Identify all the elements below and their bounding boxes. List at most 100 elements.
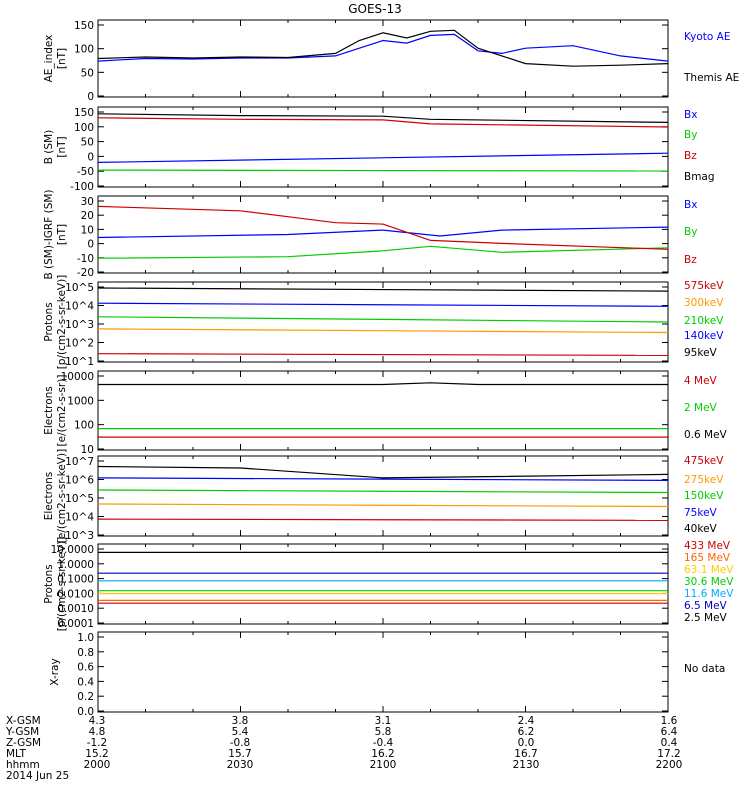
legend-entry: 2.5 MeV	[684, 612, 728, 624]
series-line-Themis-AE	[97, 29, 669, 67]
y-tick-label: 10^3	[65, 530, 94, 542]
series-line-Bx	[97, 152, 669, 163]
y-tick-label: 0.4	[77, 676, 94, 688]
series-line-By	[97, 245, 669, 259]
series-line-Bz	[97, 205, 669, 250]
y-tick-label: 10	[81, 444, 94, 456]
series-line-40keV	[97, 465, 669, 479]
legend-entry: Themis AE	[683, 72, 739, 84]
series-line-75keV	[97, 477, 669, 481]
y-axis-label: Protons	[43, 302, 55, 341]
legend-entry: 275keV	[684, 474, 724, 486]
series-line-0.6-MeV	[98, 382, 668, 386]
legend-entry: 95keV	[684, 347, 718, 359]
footer-value: 2.4	[518, 715, 535, 727]
y-tick-label: 10^4	[65, 512, 94, 524]
legend-entry: By	[684, 226, 697, 238]
legend-entry: 150keV	[684, 490, 724, 502]
footer-value: 6.2	[518, 726, 535, 738]
panel-4: 10^5 10^4 10^3 10^2 10^1 Protons [p/(cm2-s-sr-…	[43, 275, 724, 370]
y-tick-label: 100	[74, 420, 94, 432]
panel-frame	[97, 543, 669, 625]
y-axis-label: [nT]	[56, 224, 68, 245]
y-tick-label: 0.0001	[57, 618, 94, 630]
y-tick-label: 0.1000	[57, 574, 94, 586]
footer-value: 17.2	[657, 748, 680, 760]
legend-entry: 0.6 MeV	[684, 429, 728, 441]
y-tick-label: 0.0	[77, 706, 94, 718]
series-line-210keV	[97, 316, 669, 323]
y-axis-label: X-ray	[49, 658, 61, 685]
legend-entry: 575keV	[684, 280, 724, 292]
legend-entry: 165 MeV	[684, 552, 731, 564]
y-tick-label: 100	[74, 44, 94, 56]
footer-value: 16.2	[371, 748, 394, 760]
legend-entry: Bz	[684, 254, 697, 266]
footer-value: 2000	[84, 759, 111, 771]
y-tick-label: 0.2	[77, 691, 94, 703]
footer-value: 6.4	[661, 726, 678, 738]
legend-entry: 6.5 MeV	[684, 600, 728, 612]
footer-value: 3.1	[375, 715, 392, 727]
y-tick-label: -20	[77, 267, 94, 279]
y-tick-label: -100	[70, 181, 94, 193]
series-line-140keV	[97, 302, 669, 307]
footer-row-label: Z-GSM	[6, 737, 41, 749]
legend-entry: Bz	[684, 150, 697, 162]
y-axis-label: Protons	[43, 564, 55, 603]
y-tick-label: -50	[77, 166, 94, 178]
y-tick-label: 0.6	[77, 662, 94, 674]
footer-value: -1.2	[87, 737, 108, 749]
legend-entry: Kyoto AE	[684, 31, 730, 43]
y-axis-label: [nT]	[56, 136, 68, 157]
footer-row-label: X-GSM	[6, 715, 41, 727]
footer-value: 4.8	[89, 726, 106, 738]
footer-value: 16.7	[514, 748, 537, 760]
series-line-By	[97, 169, 669, 172]
footer-value: -0.8	[230, 737, 251, 749]
y-tick-label: 10^7	[65, 456, 94, 468]
y-tick-label: 100	[74, 122, 94, 134]
legend-entry: 40keV	[684, 523, 718, 535]
footer-value: 15.7	[228, 748, 251, 760]
footer-row-label: 2014 Jun 25	[6, 770, 69, 782]
y-tick-label: 0	[87, 239, 94, 251]
footer-value: 5.4	[232, 726, 249, 738]
y-tick-label: 10^6	[65, 475, 94, 487]
legend-entry: 75keV	[684, 507, 718, 519]
footer-value: 0.4	[661, 737, 678, 749]
footer-value: 15.2	[85, 748, 108, 760]
series-line-95keV	[97, 287, 669, 292]
legend-entry: 433 MeV	[684, 540, 731, 552]
y-tick-label: 0.0010	[57, 603, 94, 615]
y-tick-label: 10^1	[65, 356, 94, 368]
footer-row-label: hhmm	[6, 759, 40, 771]
panel-6: 10^7 10^6 10^5 10^4 10^3 Electrons [e/(cm2-s-s…	[43, 449, 724, 543]
footer-value: 2100	[370, 759, 397, 771]
y-axis-label: [p/(cm2-s-sr-keV)]	[56, 537, 68, 632]
y-axis-label: AE_index	[43, 35, 55, 83]
legend-entry: 2 MeV	[684, 402, 718, 414]
legend-entry: Bmag	[684, 171, 715, 183]
y-axis-label: [e/(cm2-s-sr)]	[56, 375, 68, 447]
chart-title: GOES-13	[348, 2, 402, 16]
y-axis-label: B (SM)	[43, 130, 55, 164]
legend-entry: 475keV	[684, 455, 724, 467]
y-axis-label: [e/(cm2-s-sr-keV)]	[56, 449, 68, 543]
legend-entry: 210keV	[684, 315, 724, 327]
y-tick-label: 50	[81, 67, 94, 79]
footer-value: 5.8	[375, 726, 392, 738]
legend-entry: 140keV	[684, 330, 724, 342]
series-line-275keV	[97, 503, 669, 508]
panel-2: 150 100 50 0 -50 -100 B (SM) [nT] Bx By Bz Bmag	[43, 106, 715, 193]
y-tick-label: 150	[74, 20, 94, 32]
series-line-475keV	[97, 518, 669, 522]
panel-frame	[97, 370, 669, 451]
y-axis-label: B (SM)-IGRF (SM)	[43, 189, 55, 279]
footer-value: 2130	[513, 759, 540, 771]
y-tick-label: 150	[74, 107, 94, 119]
y-tick-label: -10	[77, 253, 94, 265]
footer-row-label: Y-GSM	[5, 726, 39, 738]
legend-entry: 300keV	[684, 297, 724, 309]
